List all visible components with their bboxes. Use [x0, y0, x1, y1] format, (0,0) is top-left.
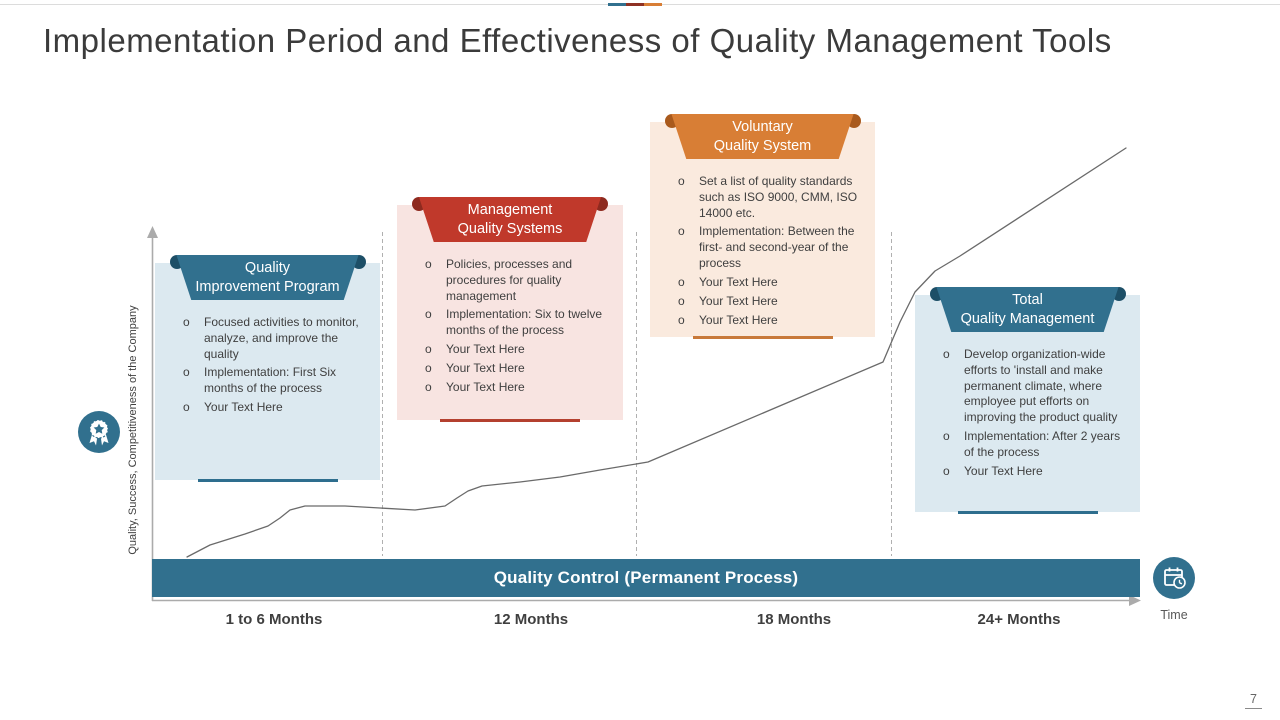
bullet-list: o Develop organization-wide efforts to 'i…: [915, 295, 1140, 480]
bullet-item: o Implementation: First Six months of the…: [183, 365, 337, 396]
bullet-item: o Implementation: Between the first- and …: [678, 224, 855, 271]
box-accent-line: [692, 336, 833, 339]
decor-dash-red: [626, 3, 644, 6]
milestone-box-voluntary-quality-system: Voluntary Quality System o Set a list of …: [650, 114, 875, 339]
bullet-list: o Set a list of quality standards such as…: [650, 122, 875, 328]
page-title: Implementation Period and Effectiveness …: [43, 22, 1112, 59]
bullet-item: o Your Text Here: [678, 293, 778, 308]
milestone-box-total-quality-management: Total Quality Management o Develop organi…: [915, 287, 1140, 514]
box-accent-line: [957, 511, 1098, 514]
bullet-item: o Your Text Here: [425, 360, 525, 375]
x-axis-arrow-icon: [1129, 595, 1141, 606]
box-banner: Quality Improvement Program: [169, 255, 367, 300]
award-medal-icon: [78, 411, 120, 453]
box-title: Management Quality Systems: [418, 197, 602, 242]
bullet-list: o Focused activities to monitor, analyze,…: [155, 263, 380, 416]
bullet-item: o Develop organization-wide efforts to 'i…: [943, 347, 1118, 425]
bullet-item: o Focused activities to monitor, analyze,…: [183, 315, 359, 361]
bullet-item: o Policies, processes and procedures for …: [425, 257, 573, 303]
milestone-box-quality-improvement-program: Quality Improvement Program o Focused act…: [155, 255, 380, 482]
effectiveness-curve: [186, 147, 1127, 558]
bullet-item: o Your Text Here: [678, 312, 778, 327]
calendar-clock-icon: [1153, 557, 1195, 599]
box-banner: Voluntary Quality System: [664, 114, 862, 159]
bullet-item: o Set a list of quality standards such as…: [678, 174, 858, 220]
box-banner: Total Quality Management: [929, 287, 1127, 332]
decor-dash-teal: [608, 3, 626, 6]
bullet-item: o Your Text Here: [425, 342, 525, 357]
bullet-item: o Your Text Here: [183, 400, 283, 415]
box-title: Voluntary Quality System: [671, 114, 854, 159]
bullet-item: o Implementation: After 2 years of the pr…: [943, 429, 1121, 459]
y-axis-label: Quality, Success, Competitiveness of the…: [127, 305, 139, 555]
bullet-item: o Your Text Here: [943, 463, 1043, 478]
bullet-list: o Policies, processes and procedures for …: [397, 205, 623, 396]
quality-control-bar-label: Quality Control (Permanent Process): [493, 568, 799, 587]
bullet-item: o Implementation: Six to twelve months of…: [425, 307, 603, 338]
bullet-item: o Your Text Here: [678, 274, 778, 289]
box-banner: Management Quality Systems: [411, 197, 609, 242]
x-axis-label: Time: [1160, 608, 1188, 622]
milestone-label-1: 1 to 6 Months: [225, 611, 323, 628]
milestone-box-management-quality-systems: Management Quality Systems o Policies, pr…: [397, 197, 623, 422]
decor-dash-orange: [644, 3, 662, 6]
box-accent-line: [197, 479, 338, 482]
y-axis-arrow-icon: [147, 226, 158, 238]
bullet-item: o Your Text Here: [425, 379, 525, 394]
milestone-label-3: 18 Months: [756, 611, 832, 628]
milestone-label-4: 24+ Months: [977, 611, 1061, 628]
page-number: 7: [1245, 692, 1262, 709]
box-title: Quality Improvement Program: [176, 255, 359, 300]
quality-control-bar: Quality Control (Permanent Process): [152, 559, 1140, 597]
milestone-label-2: 12 Months: [493, 611, 569, 628]
box-accent-line: [440, 419, 580, 422]
box-title: Total Quality Management: [936, 287, 1119, 332]
